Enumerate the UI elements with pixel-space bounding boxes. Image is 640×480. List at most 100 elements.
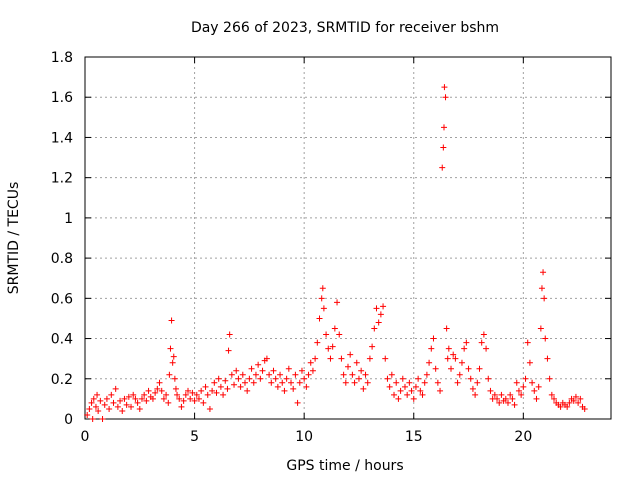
data-point [152,389,159,396]
data-point [544,355,551,362]
data-point [108,391,115,398]
data-point [292,371,299,378]
data-point [110,399,117,406]
data-point [393,379,400,386]
data-point [145,387,152,394]
y-tick-label: 1.8 [51,50,73,66]
data-point [89,416,96,422]
data-point [143,397,150,404]
data-point [195,395,202,402]
data-point [432,365,439,372]
data-point [123,401,130,408]
y-tick-label: 1 [64,211,73,227]
data-point [437,387,444,394]
data-point [235,375,242,382]
data-point [434,379,441,386]
data-point [369,343,376,350]
data-point [95,407,102,414]
data-point [355,375,362,382]
data-point [570,397,577,404]
data-point [149,395,156,402]
data-point [237,383,244,390]
data-point [382,355,389,362]
data-point [200,399,207,406]
data-point [404,391,411,398]
data-point [450,351,457,358]
data-point [452,355,459,362]
data-point [388,371,395,378]
data-point [444,355,451,362]
data-point [399,375,406,382]
data-point [541,295,548,302]
data-point [90,395,97,402]
data-point [187,395,194,402]
axis-ticks: 0 0.2 0.4 0.6 0.8 1 1.2 1.4 1.6 1.8 0 5 10 15 20 [51,50,611,445]
data-point [353,359,360,366]
grid [85,57,611,419]
data-point [518,391,525,398]
data-point [362,371,369,378]
data-point [575,399,582,406]
data-point [167,345,174,352]
data-point [478,339,485,346]
data-point [494,395,501,402]
data-point [178,403,185,410]
data-point [496,399,503,406]
data-point [226,331,233,338]
data-point [347,351,354,358]
data-point [445,345,452,352]
data-point [380,303,387,310]
y-tick-label: 1.2 [51,171,73,187]
data-point [421,379,428,386]
x-tick-label: 10 [295,429,313,445]
x-tick-label: 15 [405,429,423,445]
data-point [448,365,455,372]
data-point [410,395,417,402]
x-tick-label: 20 [514,429,532,445]
data-point [259,367,266,374]
data-point [270,367,277,374]
data-point [266,371,273,378]
data-point [483,345,490,352]
data-point [170,353,177,360]
data-point [537,325,544,332]
data-point [101,401,108,408]
data-point [502,395,509,402]
data-point [456,371,463,378]
data-point [283,375,290,382]
data-point [263,355,270,362]
data-point [474,379,481,386]
data-point [156,379,163,386]
data-point [103,395,110,402]
data-point [325,345,332,352]
data-point [182,391,189,398]
data-point [440,124,447,131]
data-point [202,383,209,390]
data-point [426,359,433,366]
data-point [349,371,356,378]
data-point [386,383,393,390]
data-point [166,371,173,378]
data-point [515,387,522,394]
y-tick-label: 1.4 [51,130,73,146]
data-point [540,269,547,276]
y-tick-label: 0.2 [51,372,73,388]
data-point [329,343,336,350]
data-point [327,355,334,362]
y-tick-label: 0.4 [51,332,73,348]
data-point [213,389,220,396]
data-point [491,391,498,398]
data-point [241,379,248,386]
data-point [323,331,330,338]
data-point [443,325,450,332]
data-point [248,365,255,372]
data-point [401,383,408,390]
data-point [309,367,316,374]
data-point [305,371,312,378]
data-point [193,391,200,398]
data-point [215,375,222,382]
data-point [257,375,264,382]
data-point [99,416,106,422]
data-point [281,387,288,394]
